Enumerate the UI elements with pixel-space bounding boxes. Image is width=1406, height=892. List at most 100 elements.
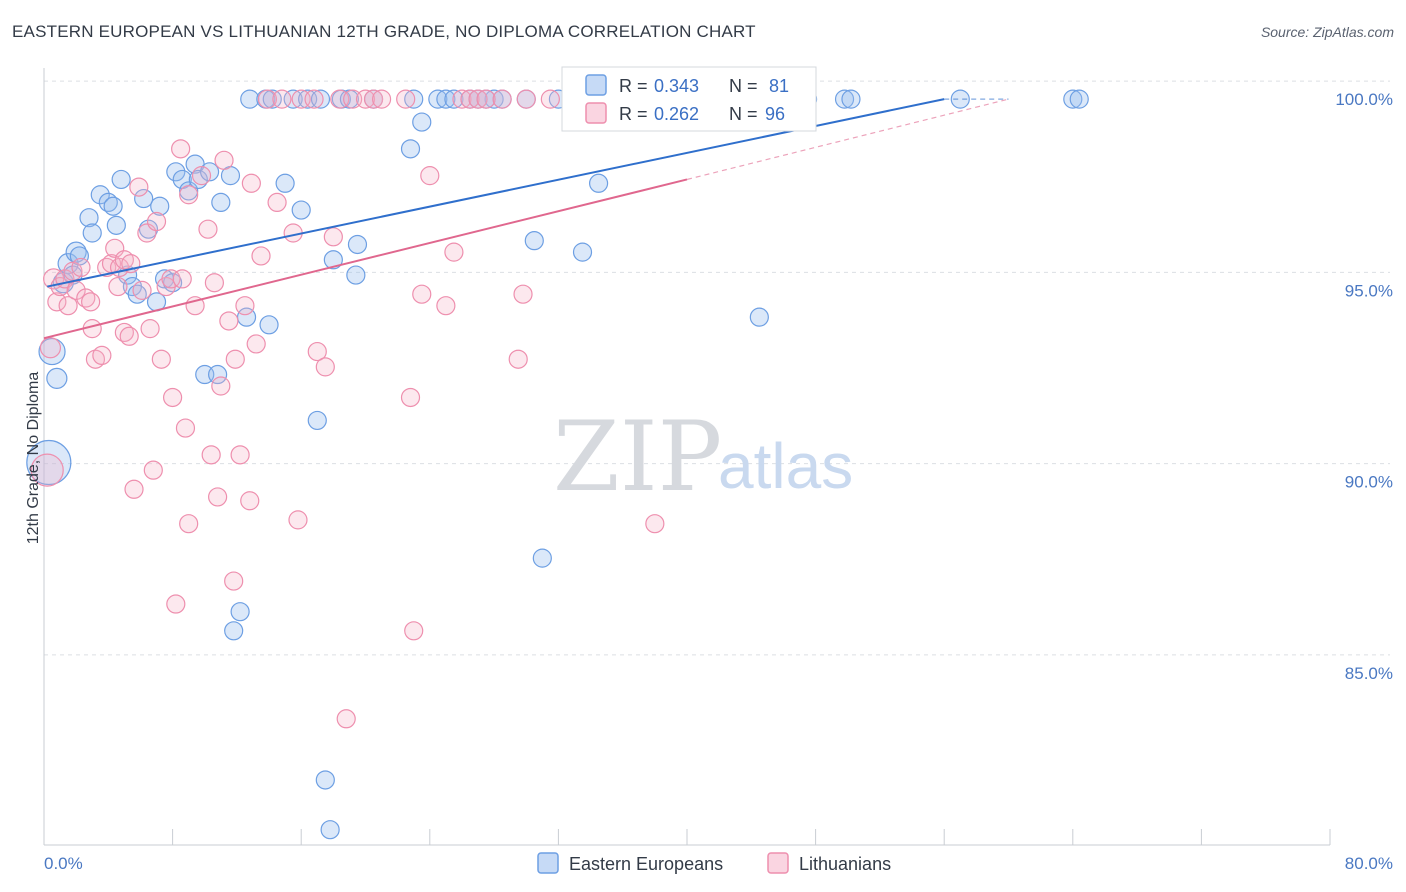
- data-point: [259, 315, 279, 335]
- data-point: [179, 185, 199, 205]
- data-point: [336, 709, 356, 729]
- data-point: [191, 166, 212, 186]
- data-point: [129, 177, 149, 197]
- data-point: [90, 185, 110, 205]
- bottom-legend-label-blue: Eastern Europeans: [569, 854, 723, 874]
- data-point: [492, 89, 512, 109]
- bottom-legend-label-pink: Lithuanians: [799, 854, 891, 874]
- data-point: [484, 89, 504, 109]
- data-point: [208, 364, 228, 385]
- data-point: [267, 192, 287, 212]
- watermark-atlas: atlas: [718, 430, 853, 502]
- data-point: [291, 200, 311, 220]
- legend-r-value-pink: 0.262: [654, 104, 699, 124]
- data-point: [224, 571, 244, 591]
- data-point: [47, 292, 67, 312]
- data-point: [412, 284, 432, 304]
- data-point: [198, 219, 218, 239]
- y-tick-label: 95.0%: [1345, 281, 1393, 300]
- data-point: [251, 246, 271, 266]
- data-point: [476, 89, 496, 109]
- data-point: [1063, 89, 1083, 109]
- data-point: [834, 89, 855, 109]
- data-point: [82, 223, 102, 243]
- bottom-legend-swatch-blue: [537, 852, 559, 874]
- watermark-zip: ZIP: [553, 401, 722, 513]
- data-point: [201, 445, 221, 465]
- data-point: [355, 89, 376, 109]
- data-point: [572, 242, 593, 262]
- data-point: [400, 387, 421, 408]
- y-axis-label: 12th Grade, No Diploma: [25, 372, 42, 545]
- data-point: [396, 89, 416, 109]
- data-point: [166, 162, 186, 182]
- data-point: [323, 250, 343, 270]
- legend-swatch-blue: [585, 74, 607, 96]
- data-point: [400, 139, 421, 159]
- data-point: [516, 89, 536, 109]
- top-legend: R = 0.343 N = 81 R = 0.262 N = 96: [561, 66, 817, 132]
- data-point: [150, 196, 170, 216]
- data-point: [241, 173, 261, 193]
- data-point: [347, 234, 368, 255]
- data-point: [420, 166, 440, 186]
- data-point: [175, 418, 196, 438]
- data-point: [140, 319, 160, 339]
- data-point: [58, 296, 78, 316]
- data-point: [132, 280, 152, 300]
- data-point: [219, 311, 239, 331]
- data-point: [346, 265, 366, 285]
- data-point: [240, 491, 260, 511]
- x-tick-label-max: 80.0%: [1345, 854, 1393, 873]
- data-point: [124, 479, 144, 499]
- data-point: [513, 284, 533, 304]
- data-point: [172, 269, 192, 289]
- data-point: [320, 820, 340, 840]
- y-tick-label: 100.0%: [1335, 90, 1393, 109]
- data-point: [310, 89, 331, 109]
- source-credit: Source: ZipAtlas.com: [1260, 24, 1394, 40]
- data-point: [246, 334, 266, 354]
- data-point: [950, 89, 970, 109]
- x-tick-label-min: 0.0%: [44, 854, 83, 873]
- data-point: [230, 602, 250, 622]
- legend-r-label-blue: R =: [619, 76, 648, 96]
- data-point: [38, 337, 66, 366]
- data-point: [111, 169, 131, 190]
- data-point: [224, 621, 244, 641]
- data-point: [436, 296, 456, 316]
- data-point: [143, 460, 163, 480]
- data-point: [1069, 89, 1089, 109]
- data-point: [71, 257, 91, 278]
- data-point: [645, 514, 665, 534]
- data-point: [103, 196, 123, 216]
- data-point: [208, 487, 228, 507]
- legend-n-value-blue: 81: [769, 76, 789, 96]
- data-point: [211, 376, 231, 396]
- data-point: [749, 307, 769, 327]
- data-point: [225, 349, 245, 369]
- data-point: [283, 89, 303, 109]
- data-point: [404, 89, 424, 109]
- data-point: [30, 453, 64, 487]
- data-point: [163, 387, 183, 408]
- data-point: [230, 445, 250, 465]
- y-tick-label: 90.0%: [1345, 473, 1393, 492]
- data-point: [532, 548, 552, 568]
- tick-labels: 85.0% 90.0% 95.0% 100.0% 0.0% 80.0%: [44, 90, 1393, 873]
- data-point: [240, 89, 260, 109]
- data-point: [444, 242, 464, 262]
- legend-n-label-pink: N =: [729, 104, 758, 124]
- trend-line-dashed: [686, 98, 1009, 181]
- data-point: [211, 192, 231, 212]
- legend-r-label-pink: R =: [619, 104, 648, 124]
- chart-title: EASTERN EUROPEAN VS LITHUANIAN 12TH GRAD…: [12, 22, 756, 41]
- data-point: [161, 269, 181, 289]
- data-point: [307, 410, 327, 431]
- data-point: [436, 89, 456, 109]
- data-point: [841, 89, 861, 109]
- data-point: [257, 89, 278, 109]
- data-point: [524, 231, 544, 251]
- data-point: [134, 188, 154, 209]
- data-point: [275, 173, 295, 193]
